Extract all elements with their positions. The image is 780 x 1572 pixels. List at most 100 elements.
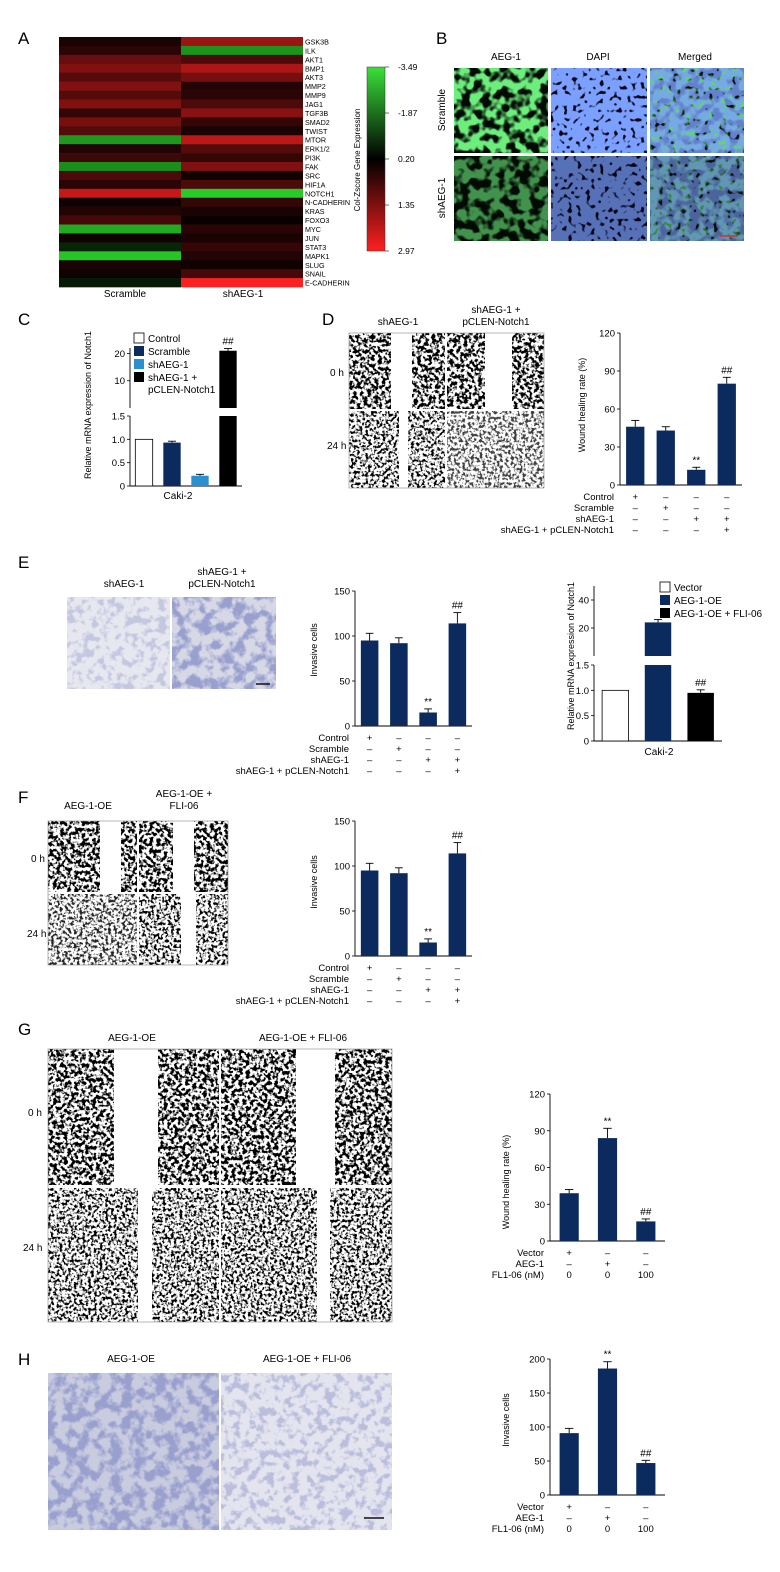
e-notch-legend-swatch-oe [660,595,670,605]
condition-sign: + [367,733,373,744]
heatmap-gene-label: MAPK1 [305,252,329,261]
bar-0 [360,870,379,956]
e-notch-xlabel: Caki-2 [645,747,674,758]
g-row-24h: 24 h [23,1243,42,1254]
heatmap-gene-label: BMP1 [305,64,325,73]
heatmap-cell-scramble-19 [59,206,181,216]
condition-sign: – [643,1502,649,1513]
condition-sign: – [396,755,402,766]
condition-sign: – [724,503,730,514]
heatmap-cell-shaeg1-27 [181,278,303,288]
h-col-fli: AEG-1-OE + FLI-06 [263,1354,352,1365]
e-notch-legend-fli06: AEG-1-OE + FLI-06 [674,609,763,620]
bar-2 [687,469,706,485]
condition-sign: – [694,525,700,536]
condition-sign: + [566,1248,572,1259]
heatmap-gene-label: SRC [305,171,320,180]
condition-sign: – [605,1502,611,1513]
f-col-fli-b: FLI-06 [170,801,199,812]
c-legend-notch1-b: pCLEN-Notch1 [148,385,216,396]
bar-1-lower [644,665,672,741]
bar-3-upper [219,350,237,408]
condition-label: Control [583,492,614,503]
significance-mark: ## [222,337,234,348]
chart-c: 0 0.5 1.0 1.5 10 20 ## [112,337,242,493]
g-col-oe: AEG-1-OE [108,1033,156,1044]
y-tick-label: 20 [578,624,589,635]
e-col-notch1-a: shAEG-1 + [197,567,246,578]
heatmap [59,37,303,288]
condition-label: shAEG-1 + pCLEN-Notch1 [236,766,349,777]
heatmap-cell-scramble-0 [59,37,181,47]
condition-label: FL1-06 (nM) [492,1524,544,1535]
e-notch-legend: Vector AEG-1-OE AEG-1-OE + FLI-06 [659,581,763,620]
c-legend-swatch-scramble [134,346,144,356]
heatmap-gene-label: TWIST [305,127,328,136]
y-tick-label: 120 [529,1090,545,1101]
panel-a: A GSK3BILKAKT1BMP1AKT3MMP2MMP9JAG1TGF3BS… [18,29,418,300]
c-legend-notch1-a: shAEG-1 + [148,373,197,384]
condition-sign: – [605,1248,611,1259]
heatmap-cell-scramble-23 [59,242,181,252]
y-tick-label: 60 [604,405,615,416]
condition-sign: – [455,744,461,755]
heatmap-gene-label: N-CADHERIN [305,198,350,207]
d-col-notch1-a: shAEG-1 + [471,305,520,316]
y-tick-label: 0 [540,1491,545,1502]
y-tick-label: 150 [529,1389,545,1400]
condition-sign: – [663,514,669,525]
heatmap-cell-scramble-20 [59,215,181,225]
heatmap-cell-shaeg1-11 [181,135,303,145]
panel-letter-f: F [18,788,28,807]
condition-sign: 0 [567,1524,572,1535]
f-col-oe: AEG-1-OE [64,801,112,812]
condition-sign: – [367,766,373,777]
c-legend-swatch-control [133,332,145,344]
significance-mark: ## [695,678,707,689]
heatmap-cell-shaeg1-20 [181,215,303,225]
condition-sign: + [663,503,669,514]
y-tick-label: 100 [334,862,350,873]
condition-sign: – [425,766,431,777]
heatmap-cell-shaeg1-12 [181,144,303,154]
condition-sign: – [643,1248,649,1259]
condition-sign: + [425,985,431,996]
condition-sign: + [396,744,402,755]
y-tick-label: 0 [610,481,615,492]
panel-b: B AEG-1 DAPI Merged Scramble shAEG-1 [436,29,744,241]
condition-label: Scramble [309,974,349,985]
condition-sign: + [455,985,461,996]
y-tick-label: 1.5 [112,412,125,423]
heatmap-cell-shaeg1-10 [181,126,303,136]
bar-1 [163,442,181,486]
e-notch-legend-vector: Vector [674,583,703,594]
e-micrographs [67,597,276,689]
condition-sign: + [693,514,699,525]
heatmap-cell-scramble-5 [59,81,181,91]
fluor-row-scramble: Scramble [437,88,448,131]
bar-2 [419,712,437,726]
fluor-col-merged: Merged [678,52,712,63]
heatmap-gene-label: PI3K [305,154,321,163]
colorbar-tick-label: 0.20 [398,154,415,164]
heatmap-cell-scramble-14 [59,162,181,172]
bar-2 [191,475,209,486]
colorbar-ticks: -3.49 -1.87 0.20 1.35 2.97 [385,62,418,256]
condition-sign: – [367,744,373,755]
heatmap-cell-scramble-24 [59,251,181,261]
condition-sign: – [643,1259,649,1270]
condition-sign: – [367,755,373,766]
condition-sign: + [724,525,730,536]
c-legend-scramble: Scramble [148,347,191,358]
condition-label: shAEG-1 [575,514,614,525]
heatmap-group-scramble: Scramble [104,289,147,300]
heatmap-cell-scramble-9 [59,117,181,127]
heatmap-cell-shaeg1-24 [181,251,303,261]
y-tick-label: 100 [529,1423,545,1434]
fluor-col-aeg1: AEG-1 [491,52,521,63]
condition-label: Control [318,963,349,974]
condition-sign: 100 [638,1270,654,1281]
